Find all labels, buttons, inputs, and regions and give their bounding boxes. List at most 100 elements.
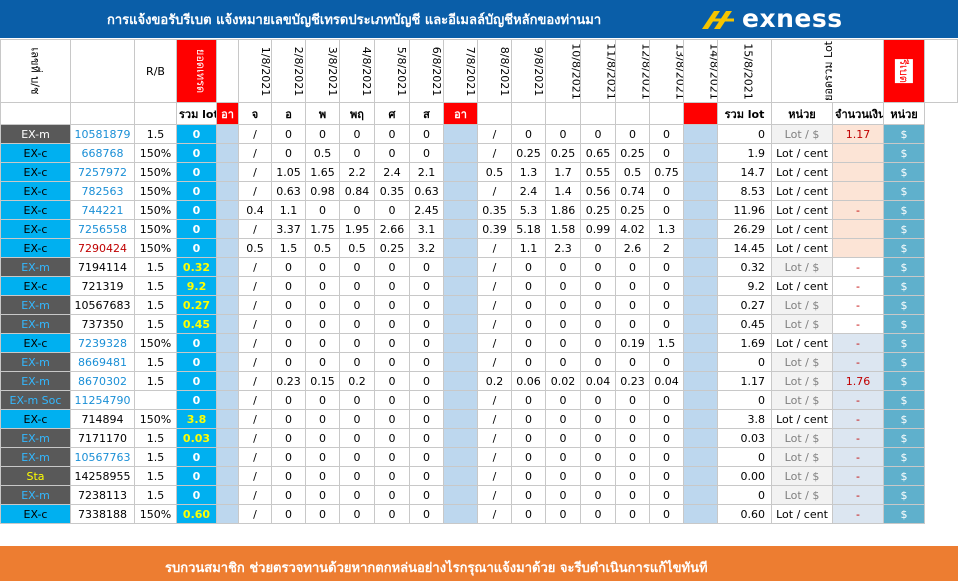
day-value: 0 bbox=[305, 314, 340, 334]
rebate-amount: - bbox=[831, 257, 885, 277]
day-value: 0 bbox=[580, 333, 616, 353]
lot-sum-label: ยอดรวม Lot bbox=[821, 40, 835, 102]
lot-sum: 0.00 bbox=[717, 466, 772, 486]
currency: $ bbox=[883, 371, 926, 391]
day-value: 2.4 bbox=[374, 162, 410, 182]
day-value: 0.25 bbox=[374, 238, 410, 258]
day-value bbox=[216, 466, 239, 486]
day-value: 0 bbox=[649, 295, 684, 315]
lot-sum: 0.27 bbox=[717, 295, 772, 315]
day-value: 0 bbox=[545, 390, 581, 410]
day-value: 0.5 bbox=[305, 143, 340, 163]
day-value bbox=[683, 143, 718, 163]
day-value: 0 bbox=[271, 295, 306, 315]
account-number: 10567683 bbox=[70, 295, 135, 315]
day-value: 0 bbox=[409, 409, 444, 429]
day-value: 1.58 bbox=[545, 219, 581, 239]
day-value: 0 bbox=[649, 200, 684, 220]
day-value: 0 bbox=[374, 447, 410, 467]
day-value: 0 bbox=[409, 333, 444, 353]
total-lot: 0.27 bbox=[176, 295, 217, 315]
currency: $ bbox=[883, 276, 926, 296]
account-number: 8669481 bbox=[70, 352, 135, 372]
day-value: 0 bbox=[339, 200, 375, 220]
rebate-rate: 1.5 bbox=[134, 371, 177, 391]
table-row: EX-c 7239328 150% 0/0 0 0 0 0/0 0 0 0.19 1.5 1.69 Lot… bbox=[0, 333, 958, 353]
lot-sum: 14.45 bbox=[717, 238, 772, 258]
day-value: 0 bbox=[339, 276, 375, 296]
day-header: อ bbox=[271, 102, 306, 125]
day-value: 0 bbox=[649, 181, 684, 201]
day-value bbox=[216, 181, 239, 201]
day-value bbox=[216, 295, 239, 315]
table-row: EX-c 721319 1.5 9.2/0 0 0 0 0/0 0 0 0 0 9.2 Lot / cen… bbox=[0, 276, 958, 296]
day-value: 0 bbox=[580, 409, 616, 429]
day-value: / bbox=[477, 295, 512, 315]
day-value: / bbox=[477, 352, 512, 372]
unit: Lot / cent bbox=[771, 162, 833, 182]
date-label: 8/8/2021 bbox=[498, 46, 512, 96]
day-value bbox=[443, 352, 478, 372]
day-value bbox=[683, 162, 718, 182]
day-value bbox=[683, 295, 718, 315]
day-value: 2.6 bbox=[615, 238, 650, 258]
rebate-amount: - bbox=[831, 200, 885, 220]
day-value: 0 bbox=[409, 352, 444, 372]
day-value: 0.5 bbox=[339, 238, 375, 258]
table-row: EX-m 7194114 1.5 0.32/0 0 0 0 0/0 0 0 0 0 0.32 Lot / … bbox=[0, 257, 958, 277]
currency-header bbox=[924, 39, 958, 103]
date-header: 1/8/2021 bbox=[238, 39, 272, 103]
day-value bbox=[683, 314, 718, 334]
table-row: EX-c 744221 150% 0 0.4 1.1 0 0 0 2.45 0.35 5.3 1.86 0… bbox=[0, 200, 958, 220]
account-number: 7256558 bbox=[70, 219, 135, 239]
account-type: EX-c bbox=[0, 200, 71, 220]
day-value bbox=[216, 257, 239, 277]
account-number: 668768 bbox=[70, 143, 135, 163]
rebate-table: เลขที่ บ/ช R/B ยอดเทรด 1/8/2021 2/8/2021 3/8/… bbox=[0, 39, 958, 524]
day-value: 0 bbox=[305, 352, 340, 372]
account-type: EX-m bbox=[0, 428, 71, 448]
day-value: 0 bbox=[545, 447, 581, 467]
account-number: 744221 bbox=[70, 200, 135, 220]
table-row: EX-m Soc 11254790 0/0 0 0 0 0/0 0 0 0 0 0 Lot / $ - $ bbox=[0, 390, 958, 410]
total-lot: 0 bbox=[176, 447, 217, 467]
rebate-rate: 150% bbox=[134, 333, 177, 353]
day-value: 0.39 bbox=[477, 219, 512, 239]
day-value bbox=[443, 257, 478, 277]
table-row: EX-m 10567683 1.5 0.27/0 0 0 0 0/0 0 0 0 0 0.27 Lot /… bbox=[0, 295, 958, 315]
day-value: 0 bbox=[271, 333, 306, 353]
table-row: EX-m 10567763 1.5 0/0 0 0 0 0/0 0 0 0 0 0 Lot / $ - $ bbox=[0, 447, 958, 467]
day-value: 0 bbox=[374, 314, 410, 334]
date-label: 15/8/2021 bbox=[741, 42, 755, 100]
day-value: 0 bbox=[305, 428, 340, 448]
account-type: EX-c bbox=[0, 333, 71, 353]
day-value: 1.75 bbox=[305, 219, 340, 239]
date-header: 6/8/2021 bbox=[409, 39, 444, 103]
day-value: / bbox=[477, 447, 512, 467]
unit: Lot / cent bbox=[771, 181, 833, 201]
day-value: 0 bbox=[305, 447, 340, 467]
footer-bar: รบกวนสมาชิก ช่วยตรวจทานด้วยหากตกหล่นอย่า… bbox=[0, 546, 958, 581]
date-header: 10/8/2021 bbox=[545, 39, 581, 103]
currency: $ bbox=[883, 219, 926, 239]
lot-sum: 9.2 bbox=[717, 276, 772, 296]
date-label: 7/8/2021 bbox=[464, 46, 478, 96]
date-header: 7/8/2021 bbox=[443, 39, 478, 103]
rebate-header: รีเบต bbox=[883, 39, 926, 103]
day-value: 0 bbox=[339, 428, 375, 448]
account-type: EX-c bbox=[0, 143, 71, 163]
day-value: 1.7 bbox=[545, 162, 581, 182]
day-value: 0 bbox=[615, 276, 650, 296]
date-label: 10/8/2021 bbox=[569, 42, 581, 100]
day-value: 0 bbox=[271, 257, 306, 277]
currency: $ bbox=[883, 143, 926, 163]
day-value: 1.5 bbox=[271, 238, 306, 258]
day-value bbox=[683, 124, 718, 144]
day-value: 0.25 bbox=[545, 143, 581, 163]
account-number: 782563 bbox=[70, 181, 135, 201]
day-value: 0 bbox=[545, 314, 581, 334]
date-label: 1/8/2021 bbox=[259, 46, 272, 96]
lot-sum: 0.60 bbox=[717, 504, 772, 524]
day-value: 0.84 bbox=[339, 181, 375, 201]
day-value: 0 bbox=[615, 428, 650, 448]
